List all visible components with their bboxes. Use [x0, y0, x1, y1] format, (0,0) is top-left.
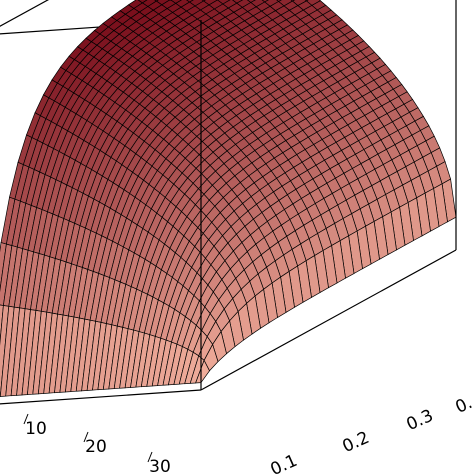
x-tick-label: 20 — [85, 437, 107, 457]
surface-cell — [186, 0, 194, 3]
box-bottom-edge-right — [200, 249, 457, 391]
x-tick-label: 30 — [149, 457, 171, 474]
bounding-box-front-edges — [0, 0, 457, 405]
x-axis-ticks: 10 20 30 — [23, 413, 171, 474]
box-top-edge-back-left — [0, 0, 49, 27]
y-tick-label: 0.2 — [340, 428, 373, 457]
surface-cell — [246, 0, 256, 3]
box-bottom-edge-left — [0, 389, 202, 405]
y-tick-label: 0.1 — [268, 451, 301, 474]
y-tick-label: 0. — [452, 393, 474, 418]
x-tick-label: 10 — [25, 419, 47, 439]
y-axis-ticks: 0.1 0.2 0.3 0. — [268, 393, 474, 474]
surface-mesh — [0, 0, 457, 397]
surface-cell — [195, 359, 210, 384]
x-tick — [83, 431, 89, 443]
x-tick — [23, 413, 29, 425]
y-tick-label: 0.3 — [404, 406, 437, 435]
x-tick — [147, 451, 153, 463]
